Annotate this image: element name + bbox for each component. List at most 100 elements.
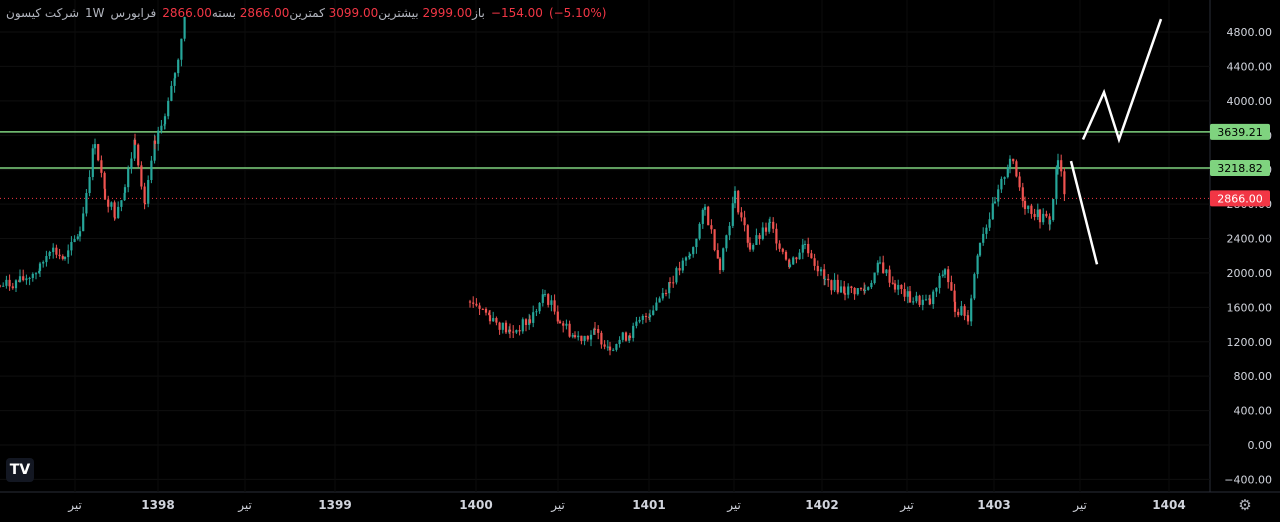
candle-body [755,235,758,246]
candle-body [943,269,947,275]
candle-body [624,332,628,341]
candle-body [76,236,79,240]
candle-body [737,190,740,213]
legend-change-pct: (−5.10%) [548,6,607,20]
drawing-annotations[interactable] [1069,18,1163,265]
price-axis[interactable]: 4800.004400.004000.003600.003200.002800.… [1224,26,1272,486]
candle-body [924,299,928,301]
candle-body [1030,205,1033,214]
candle-body [31,273,34,278]
candle-body [600,332,603,345]
candle-body [1015,161,1018,177]
candle-body [768,221,772,223]
candle-body [532,312,535,323]
candle-body [73,239,76,243]
zigzag-annotation[interactable] [1081,18,1163,144]
candle-body [52,247,55,253]
candle-body [976,255,979,275]
time-tick-label: تیر [899,498,914,513]
candle-body [85,193,88,214]
candle-body [603,344,606,347]
candle-body [1021,187,1024,201]
time-tick-label: تیر [550,498,565,513]
candle-body [830,280,833,291]
candle-body [628,335,631,341]
tradingview-logo-icon[interactable]: TV [6,458,34,482]
candle-body [775,228,778,244]
candle-body [819,269,823,272]
candle-body [876,262,879,273]
candle-body [1042,213,1045,223]
candle-body [173,73,177,79]
time-axis[interactable]: تیر 1398 تیر 1399 1400 تیر 1401 تیر 1402 تیر 1403 ت… [67,498,1186,513]
time-tick-label: تیر [1072,498,1087,513]
candle-body [795,257,798,260]
candle-body [915,295,918,302]
candle-body [608,346,612,351]
legend-interval[interactable]: 1W [85,6,105,20]
candle-body [953,301,957,312]
candle-body [1027,205,1030,210]
candle-body [618,339,621,345]
gear-icon[interactable]: ⚙ [1238,496,1252,514]
candle-body [635,321,638,326]
candle-body [120,200,123,207]
candle-body [472,302,475,304]
candle-body [873,272,876,283]
candle-body [731,203,734,226]
time-tick-label: تیر [237,498,252,513]
candle-body [512,331,515,333]
candle-body [97,144,100,161]
candle-body [960,306,963,316]
candle-body [113,217,117,219]
candle-body [34,273,38,275]
candle-body [45,256,48,263]
candle-body [133,139,136,159]
price-tick-label: 400.00 [1234,405,1273,418]
candle-body [748,242,752,250]
candle-body [778,243,781,249]
candle-body [836,279,839,293]
candle-body [827,278,830,281]
candle-body [468,301,472,303]
candle-body [28,277,31,279]
candle-body [63,257,67,259]
candle-body [478,305,481,309]
candle-body [891,282,894,284]
candle-body [42,262,45,264]
price-tick-label: 800.00 [1234,370,1273,383]
candle-body [743,217,746,226]
legend-low-value: 2866.00 [239,6,290,20]
candle-body [740,212,743,218]
horizontal-levels[interactable] [0,131,1210,199]
time-tick-label: 1399 [318,498,351,512]
legend-change: −154.00 [490,6,543,20]
candle-body [1063,171,1066,195]
candle-body [850,286,853,288]
chart-legend: شرکت کیسون 1W فرابورس باز2999.00 بیشترین… [6,6,606,20]
candle-body [807,243,810,254]
candle-body [1008,158,1012,168]
legend-open-label: باز [472,6,485,20]
candle-body [543,294,547,296]
candle-body [160,125,163,131]
time-tick-label: تیر [726,498,741,513]
trend-line-annotation[interactable] [1069,160,1099,265]
price-tick-label: 2400.00 [1227,233,1273,246]
candle-body [688,255,691,258]
candle-body [867,287,870,290]
candle-body [586,335,589,340]
candle-body [988,219,991,228]
candle-body [550,300,553,305]
candle-body [583,335,586,341]
legend-close-value: 2866.00 [162,6,212,20]
candle-body [558,321,562,324]
legend-symbol[interactable]: شرکت کیسون [6,6,80,20]
candle-body [1055,168,1058,200]
candle-body [966,315,970,322]
candle-body [5,279,8,286]
candle-body [672,282,675,284]
level-price-tag-bg [1210,160,1270,177]
candle-body [655,302,658,311]
